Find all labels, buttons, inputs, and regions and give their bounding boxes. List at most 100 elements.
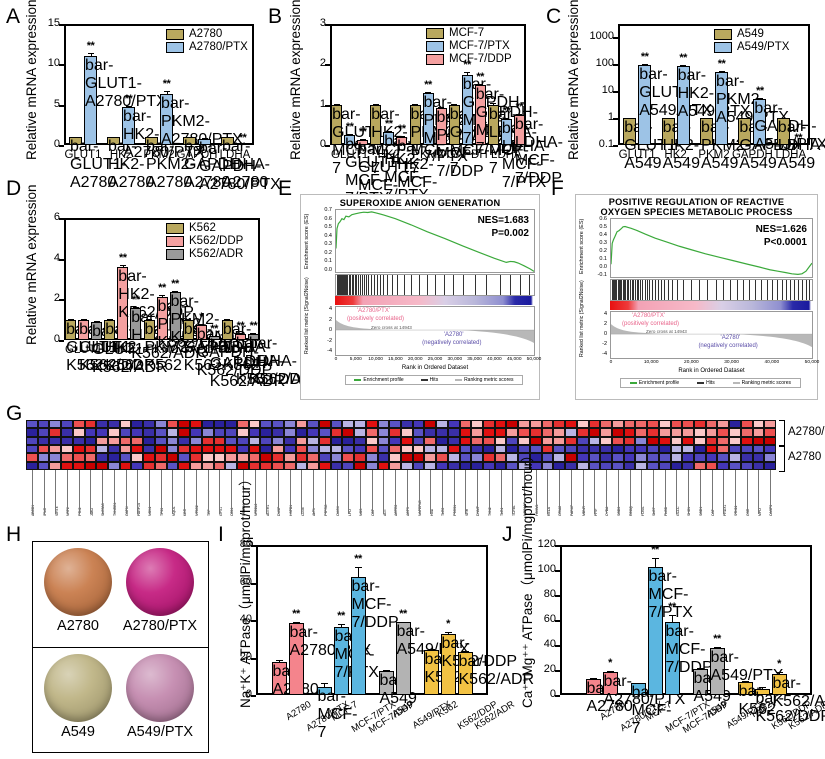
error-bar: [122, 264, 124, 267]
tick-mark: [613, 117, 618, 120]
heatmap-cell: [26, 420, 38, 429]
heatmap-cell: [541, 428, 554, 437]
gene-tick: [535, 470, 537, 514]
hit-tick: [350, 275, 352, 295]
heatmap-cell: [424, 453, 437, 462]
heatmap-cell: [635, 444, 648, 454]
heatmap-cell: [377, 436, 390, 445]
hit-tick: [397, 275, 399, 295]
significance-marker: **: [502, 104, 511, 117]
error-cap: [696, 668, 704, 669]
significance-marker: **: [236, 320, 245, 333]
hit-tick: [383, 275, 385, 295]
axis-tick-y: 80: [543, 588, 556, 600]
heatmap-cell: [705, 444, 718, 454]
heatmap-cell: [436, 453, 448, 462]
heatmap-cell: [119, 420, 132, 429]
gsea-legend-label: Enrichment profile: [363, 377, 404, 383]
hit-tick: [776, 280, 778, 300]
tick-mark: [555, 595, 560, 597]
hit-tick: [660, 280, 662, 300]
group-a2780-label: A2780: [788, 450, 822, 463]
significance-marker: *: [199, 311, 204, 324]
hit-tick: [664, 280, 666, 300]
heatmap-cell: [752, 453, 765, 462]
zero-cross-label: Zero cross at 14943: [646, 329, 687, 335]
gsea-legend-item: Hits: [697, 380, 715, 386]
error-cap: [320, 682, 328, 684]
category-label: HK2: [109, 149, 133, 161]
heatmap-cell: [295, 453, 308, 462]
error-cap: [372, 103, 379, 105]
heatmap-cell: [84, 428, 97, 437]
error-cap: [159, 295, 165, 297]
hit-tick: [646, 280, 648, 300]
heatmap-cell: [72, 420, 85, 429]
hit-tick: [462, 275, 464, 295]
hit-tick: [373, 275, 375, 295]
hit-tick: [351, 275, 353, 295]
es-ytick: 0.4: [324, 232, 332, 239]
heatmap-cell: [611, 461, 624, 470]
significance-marker: **: [794, 132, 803, 144]
es-ytick: 0.5: [324, 224, 332, 231]
heatmap-cell: [623, 444, 636, 454]
axis-tick-y: 20: [239, 650, 252, 663]
heatmap-cell: [377, 461, 390, 470]
heatmap-cell: [61, 444, 73, 454]
error-cap: [713, 647, 721, 648]
heatmap-cell: [424, 436, 437, 445]
significance-marker: **: [679, 52, 687, 65]
hit-tick: [618, 280, 620, 300]
hit-tick: [781, 280, 783, 300]
heatmap-cell: [283, 420, 296, 429]
heatmap-cell: [236, 420, 249, 429]
heatmap-cell: [529, 444, 542, 454]
gene-tick: [582, 470, 584, 514]
heatmap-cell: [658, 453, 671, 462]
gene-tick: [430, 470, 431, 514]
hit-tick: [651, 280, 653, 300]
heatmap-cell: [647, 453, 659, 462]
hit-tick: [620, 280, 622, 300]
es-plot-frame: [610, 218, 813, 278]
heatmap-cell: [295, 420, 308, 429]
rank-xlabel: Rank in Ordered Dataset: [678, 368, 745, 374]
gene-tick: [184, 470, 185, 514]
heatmap-cell: [600, 444, 612, 454]
significance-marker: **: [158, 282, 166, 295]
error-cap: [427, 648, 435, 650]
heatmap-cell: [49, 428, 62, 437]
gsea-legend: Enrichment profile Hits Ranking metric sco…: [345, 375, 523, 385]
heatmap-cell: [283, 461, 296, 470]
axis-tick-y: 100: [595, 56, 614, 69]
error-cap: [461, 651, 469, 653]
heatmap-cell: [670, 453, 683, 462]
heatmap-cell: [693, 436, 706, 445]
heatmap-cell: [96, 420, 109, 429]
heatmap-cell: [729, 436, 741, 445]
heatmap-cell: [283, 453, 296, 462]
heatmap-cell: [49, 444, 62, 454]
axis-tick-y: 2: [319, 57, 326, 70]
gene-tick: [172, 470, 174, 514]
significance-marker: **: [124, 92, 133, 105]
heatmap-cell: [119, 436, 132, 445]
heatmap-cell: [447, 420, 460, 429]
gsea-legend-item: Ranking metric scores: [732, 380, 791, 386]
es-ytick: 0.0: [599, 264, 607, 270]
hit-tick: [366, 275, 368, 295]
heatmap-cell: [61, 436, 73, 445]
gene-tick: [90, 470, 92, 514]
error-cap: [172, 290, 178, 292]
heatmap-cell: [131, 461, 144, 470]
heatmap-cell: [131, 453, 144, 462]
error-cap: [224, 319, 231, 321]
gene-tick: [348, 470, 349, 514]
heatmap-cell: [459, 428, 472, 437]
error-bar: [358, 567, 359, 578]
heatmap-cell: [740, 453, 753, 462]
gene-tick: [137, 470, 138, 514]
legend-label: MCF-7: [449, 27, 485, 39]
gsea-legend-swatch: [455, 379, 463, 381]
